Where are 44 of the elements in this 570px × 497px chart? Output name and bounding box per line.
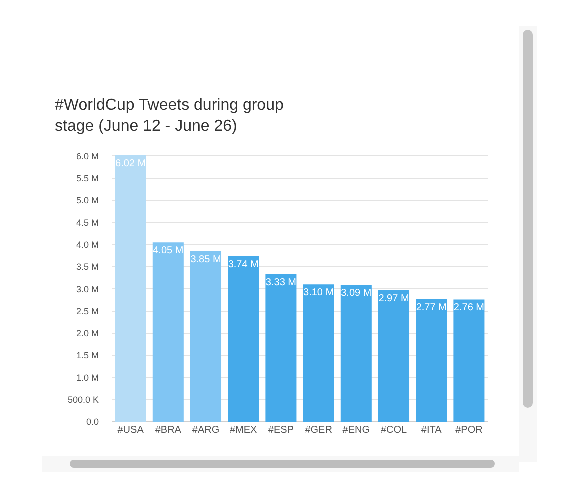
y-tick-label: 5.0 M xyxy=(76,196,99,206)
y-tick-label: 500.0 K xyxy=(68,395,99,405)
y-tick-label: 1.5 M xyxy=(76,350,99,361)
y-tick-label: 4.5 M xyxy=(76,218,99,228)
x-tick-label: #ENG xyxy=(342,425,370,436)
data-label: 3.74 M xyxy=(228,259,259,270)
x-tick-label: #GER xyxy=(305,425,332,436)
x-tick-label: #ARG xyxy=(192,425,220,436)
x-tick-label: #USA xyxy=(118,425,144,436)
y-tick-label: 5.5 M xyxy=(76,174,99,184)
bar xyxy=(228,256,260,422)
data-label: 2.76 M xyxy=(454,302,484,314)
y-tick-label: 3.5 M xyxy=(76,262,99,272)
x-tick-label: #ESP xyxy=(268,425,294,436)
bar xyxy=(340,285,372,422)
bar xyxy=(190,251,222,422)
data-label: 6.02 M xyxy=(116,158,146,170)
y-tick-label: 2.0 M xyxy=(76,328,99,339)
bar xyxy=(266,274,297,422)
bar xyxy=(115,155,146,422)
y-tick-label: 0.0 xyxy=(86,417,99,428)
y-tick-label: 1.0 M xyxy=(76,372,99,383)
y-tick-label: 6.0 M xyxy=(76,151,99,162)
x-tick-label: #ITA xyxy=(421,425,442,436)
y-tick-label: 2.5 M xyxy=(76,306,99,316)
x-tick-label: #MEX xyxy=(230,425,258,436)
bar xyxy=(454,300,485,422)
bar xyxy=(416,299,448,422)
x-tick-label: #BRA xyxy=(155,425,182,436)
data-label: 3.33 M xyxy=(266,277,296,288)
bar xyxy=(378,290,410,422)
bar xyxy=(303,284,334,422)
x-tick-label: #COL xyxy=(380,425,408,436)
data-label: 3.10 M xyxy=(304,288,334,299)
x-tick-label: #POR xyxy=(456,425,483,436)
data-label: 2.77 M xyxy=(416,302,447,314)
y-tick-label: 3.0 M xyxy=(76,284,99,294)
data-label: 2.97 M xyxy=(378,293,410,304)
data-label: 4.05 M xyxy=(153,246,184,257)
data-label: 3.85 M xyxy=(190,254,222,266)
chart-title: #WorldCup Tweets during group stage (June 12 - June 26) xyxy=(55,96,285,137)
y-tick-label: 4.0 M xyxy=(76,240,99,250)
bar xyxy=(152,242,184,422)
data-label: 3.09 M xyxy=(341,288,372,300)
